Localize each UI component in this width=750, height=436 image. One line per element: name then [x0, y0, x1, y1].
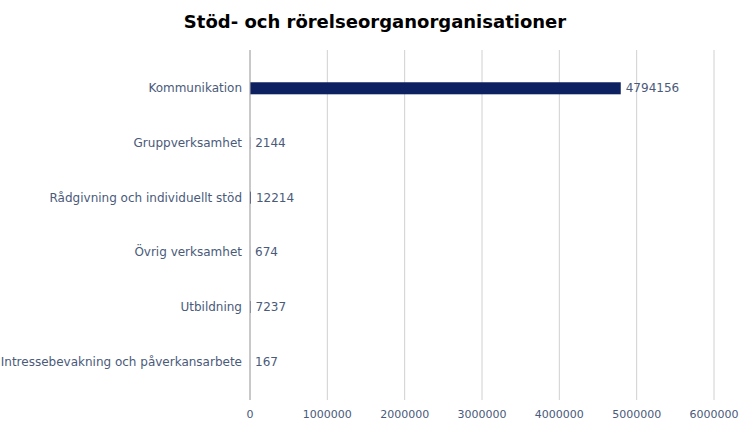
value-label: 12214: [256, 191, 294, 205]
grid-line: [404, 50, 405, 400]
grid: [250, 50, 714, 400]
x-tick-label: 3000000: [458, 408, 507, 421]
y-axis-line: [250, 50, 251, 400]
grid-line: [636, 50, 637, 400]
value-label: 4794156: [626, 81, 679, 95]
x-tick-label: 6000000: [690, 408, 739, 421]
grid-line: [327, 50, 328, 400]
x-tick-label: 2000000: [380, 408, 429, 421]
value-label: 674: [255, 245, 278, 259]
category-label: Kommunikation: [148, 81, 242, 95]
x-tick-label: 4000000: [535, 408, 584, 421]
title: Stöd- och rörelseorganorganisationer: [184, 11, 566, 32]
bar: [250, 82, 621, 94]
chart: Stöd- och rörelseorganorganisationer 0 100…: [0, 0, 750, 436]
x-tick-label: 0: [247, 408, 254, 421]
value-label: 167: [255, 355, 278, 369]
value-label: 7237: [256, 300, 287, 314]
category-label: Intressebevakning och påverkansarbete: [1, 355, 242, 369]
grid-line: [714, 50, 715, 400]
x-tick-label: 5000000: [612, 408, 661, 421]
grid-line: [250, 50, 251, 400]
category-label: Utbildning: [180, 300, 242, 314]
bars: [250, 82, 621, 367]
category-label: Övrig verksamhet: [134, 243, 242, 259]
grid-line: [482, 50, 483, 400]
category-label: Rådgivning och individuellt stöd: [50, 191, 242, 205]
grid-line: [559, 50, 560, 400]
value-label: 2144: [255, 136, 286, 150]
category-label: Gruppverksamhet: [134, 136, 243, 150]
x-tick-label: 1000000: [303, 408, 352, 421]
